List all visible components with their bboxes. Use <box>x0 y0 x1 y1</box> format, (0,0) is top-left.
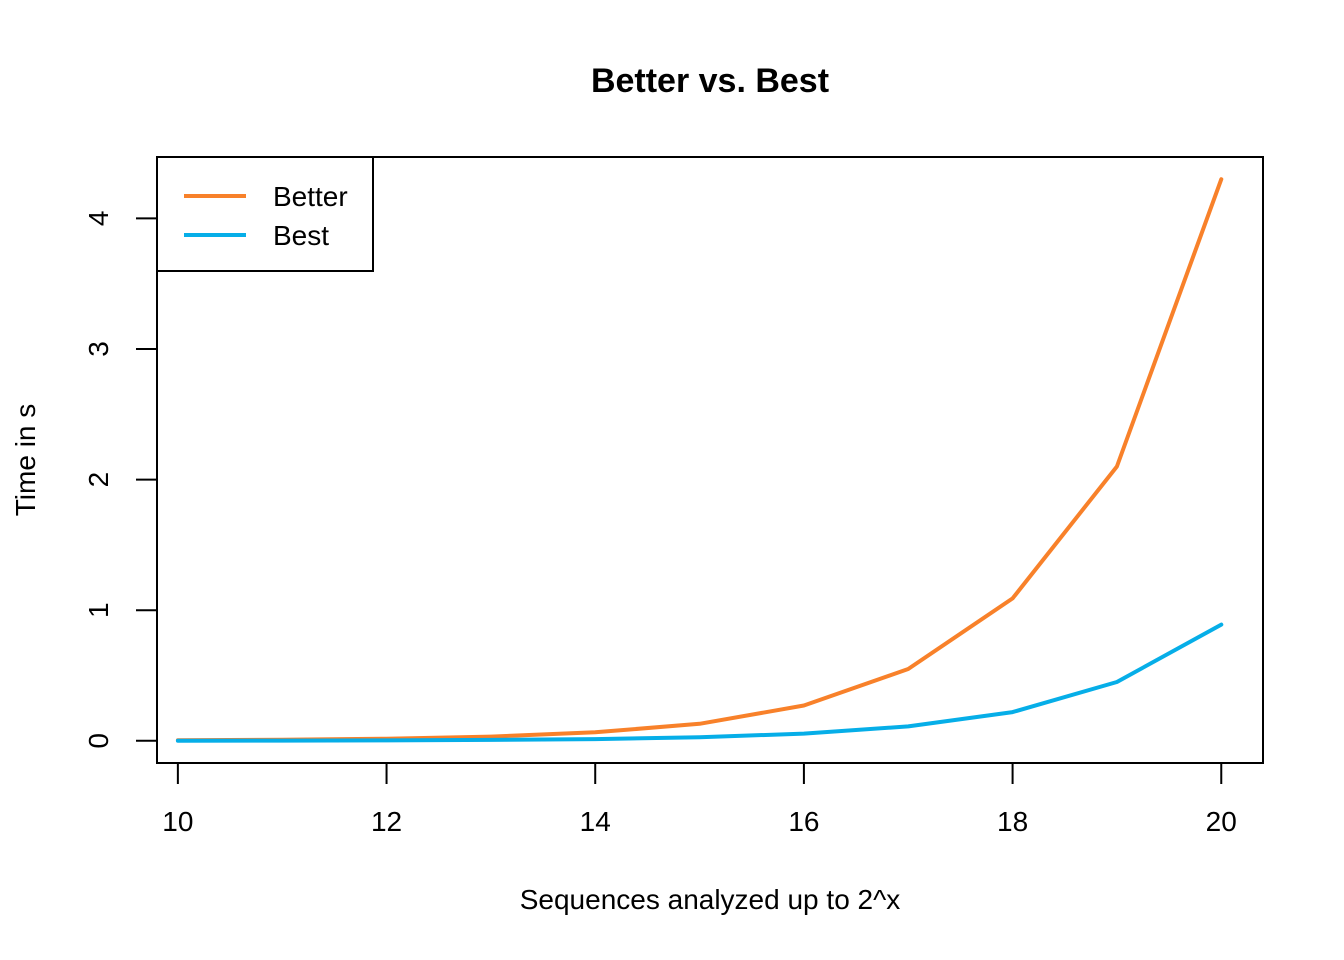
x-axis-label: Sequences analyzed up to 2^x <box>520 884 901 915</box>
y-axis: 0 1 2 3 4 <box>83 211 158 749</box>
legend-box <box>156 156 374 272</box>
legend-label-better: Better <box>273 181 348 212</box>
y-tick-label-3: 3 <box>83 341 114 357</box>
x-axis: 10 12 14 16 18 20 <box>162 762 1237 837</box>
x-tick-label-12: 12 <box>371 806 402 837</box>
series-layer <box>175 177 1224 743</box>
y-tick-label-4: 4 <box>83 211 114 227</box>
chart-title: Better vs. Best <box>591 62 829 100</box>
x-tick-label-14: 14 <box>580 806 611 837</box>
legend-label-best: Best <box>273 220 329 251</box>
x-tick-label-20: 20 <box>1206 806 1237 837</box>
x-tick-label-16: 16 <box>788 806 819 837</box>
legend: Better Best <box>156 156 374 272</box>
y-axis-label: Time in s <box>10 404 41 517</box>
x-tick-label-10: 10 <box>162 806 193 837</box>
y-tick-label-0: 0 <box>83 733 114 749</box>
series-line-best <box>175 622 1224 743</box>
y-tick-label-2: 2 <box>83 472 114 488</box>
y-tick-label-1: 1 <box>83 602 114 618</box>
x-tick-label-18: 18 <box>997 806 1028 837</box>
